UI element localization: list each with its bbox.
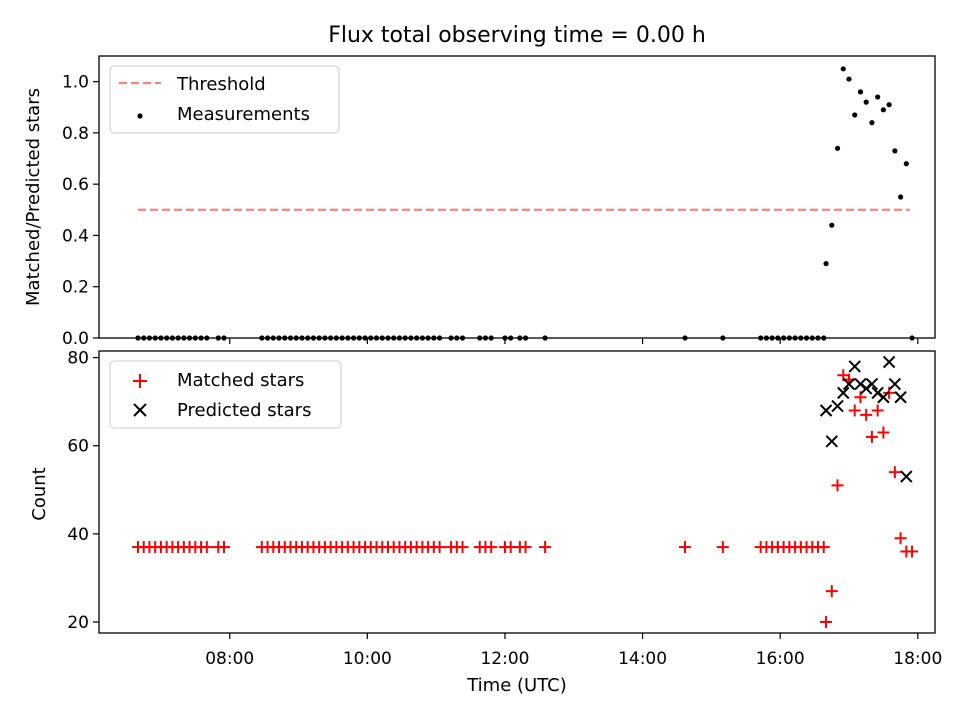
matched-star-point xyxy=(200,541,213,554)
predicted-star-point xyxy=(865,377,879,391)
legend-matched-swatch xyxy=(133,374,147,388)
predicted-star-point xyxy=(842,377,856,391)
matched-star-point xyxy=(519,541,532,554)
matched-star-point xyxy=(825,585,838,598)
matched-star-point xyxy=(888,466,901,479)
y-tick-label: 60 xyxy=(67,437,89,457)
matched-star-point xyxy=(679,541,692,554)
predicted-star-point xyxy=(894,391,907,404)
x-tick-label: 12:00 xyxy=(480,649,529,669)
measurement-point xyxy=(857,89,864,95)
predicted-star-point xyxy=(819,404,833,417)
bottom-legend: Matched stars Predicted stars xyxy=(109,360,342,429)
measurement-point xyxy=(852,112,858,118)
matched-star-point xyxy=(848,404,861,417)
bottom-plot-area xyxy=(131,355,919,628)
ratio-panel: Flux total observing time = 0.00 h Match… xyxy=(23,23,936,349)
measurement-point xyxy=(875,94,881,100)
y-tick-label: 1.0 xyxy=(62,73,89,93)
legend-measurements-label: Measurements xyxy=(177,104,310,125)
measurement-point xyxy=(903,161,909,167)
measurement-point xyxy=(846,76,852,82)
measurement-point xyxy=(829,222,835,228)
measurement-point xyxy=(863,99,869,105)
x-tick-label: 10:00 xyxy=(343,649,392,669)
x-tick-label: 14:00 xyxy=(618,649,667,669)
y-tick-label: 0.2 xyxy=(62,278,89,298)
predicted-star-point xyxy=(900,470,913,483)
matched-star-point xyxy=(217,541,230,554)
predicted-star-point xyxy=(848,360,861,373)
matched-star-point xyxy=(877,426,890,439)
top-legend: Threshold Measurements xyxy=(109,65,340,134)
matched-star-point xyxy=(820,615,833,628)
predicted-star-point xyxy=(831,399,844,413)
top-axes-frame xyxy=(98,55,936,339)
measurement-point xyxy=(834,145,841,151)
measurement-point xyxy=(823,261,829,267)
x-tick-label: 16:00 xyxy=(756,649,805,669)
y-tick-label: 0.6 xyxy=(62,175,89,195)
matched-star-point xyxy=(906,545,919,558)
measurement-point xyxy=(892,148,898,154)
predicted-star-point xyxy=(837,386,850,400)
x-tick-label: 08:00 xyxy=(205,649,254,669)
matched-star-point xyxy=(456,541,469,554)
predicted-star-point xyxy=(825,435,838,448)
bottom-y-axis-label: Count xyxy=(29,467,50,520)
y-tick-label: 0.0 xyxy=(62,329,89,349)
top-axis-ticks: 0.0 0.2 0.4 0.6 0.8 1.0 xyxy=(62,73,919,349)
top-plot-area xyxy=(135,66,915,341)
matched-star-point xyxy=(860,408,873,421)
y-tick-label: 20 xyxy=(67,613,89,633)
predicted-star-point xyxy=(877,391,890,404)
predicted-star-point xyxy=(888,377,902,391)
matched-star-point xyxy=(716,541,729,554)
bottom-axis-ticks: 20 40 60 80 08:00 10:00 12:00 14:00 16:00 18:00 xyxy=(67,349,942,669)
predicted-star-point xyxy=(882,355,896,369)
chart-title: Flux total observing time = 0.00 h xyxy=(328,23,706,48)
y-tick-label: 0.8 xyxy=(62,124,89,144)
legend-threshold-label: Threshold xyxy=(176,74,266,95)
measurement-point xyxy=(897,194,904,200)
x-axis-label: Time (UTC) xyxy=(466,675,567,696)
y-tick-label: 40 xyxy=(67,525,89,545)
top-y-axis-label: Matched/Predicted stars xyxy=(23,88,44,306)
matched-star-point xyxy=(831,479,844,492)
measurement-point xyxy=(840,66,846,72)
top-legend-box xyxy=(109,65,340,134)
bottom-legend-box xyxy=(109,360,342,429)
legend-predicted-swatch xyxy=(133,403,147,417)
matched-star-point xyxy=(817,541,830,554)
measurement-point xyxy=(869,120,875,126)
matched-star-point xyxy=(871,404,884,417)
y-tick-label: 0.4 xyxy=(62,226,89,246)
y-tick-label: 80 xyxy=(67,349,89,369)
count-panel: Count Time (UTC) 20 40 60 80 08:00 10:00 12:00… xyxy=(29,349,942,696)
x-tick-label: 18:00 xyxy=(893,649,942,669)
matched-star-point xyxy=(894,532,907,545)
matched-star-point xyxy=(485,541,498,554)
legend-measurements-swatch xyxy=(137,113,143,119)
legend-predicted-label: Predicted stars xyxy=(177,400,311,421)
measurement-point xyxy=(886,102,892,108)
matched-star-point xyxy=(433,541,446,554)
legend-matched-label: Matched stars xyxy=(177,370,304,391)
bottom-axes-frame xyxy=(98,350,936,634)
measurement-point xyxy=(880,107,886,113)
matched-star-point xyxy=(539,541,552,554)
matched-star-point xyxy=(865,430,878,443)
